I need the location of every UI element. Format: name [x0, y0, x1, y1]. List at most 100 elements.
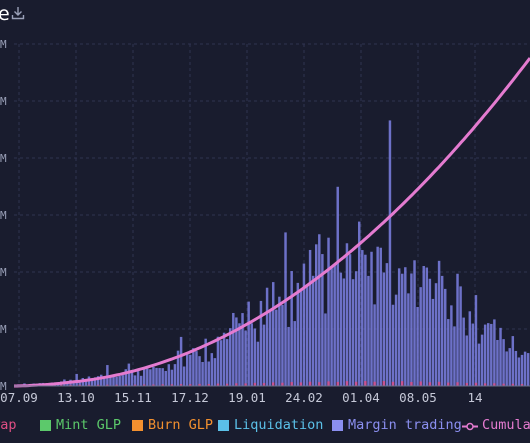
x-tick-label: 24.02: [285, 390, 323, 405]
bar-margin-trading: [161, 368, 164, 386]
bar-margin-trading: [127, 363, 131, 386]
legend-label: Mint GLP: [56, 417, 122, 433]
legend-swatch: [332, 419, 343, 431]
bar-margin-trading: [152, 366, 155, 386]
bar-margin-trading: [281, 304, 284, 386]
bar-margin-trading: [259, 300, 263, 386]
bar-margin-trading: [256, 341, 260, 386]
bar-margin-trading: [480, 334, 484, 386]
bar-margin-trading: [465, 335, 468, 386]
x-tick-label: 07.09: [0, 390, 38, 405]
legend-swatch: [132, 419, 143, 431]
bar-margin-trading: [173, 364, 177, 386]
legend-label: Swap: [0, 417, 17, 433]
bar-margin-trading: [367, 275, 370, 386]
bar-margin-trading: [265, 287, 269, 386]
bar-margin-trading: [109, 375, 112, 386]
bar-margin-trading: [133, 375, 137, 386]
bar-margin-trading: [75, 373, 78, 386]
bar-margin-trading: [176, 350, 180, 386]
y-tick-label: M: [0, 266, 7, 279]
legend-item[interactable]: Liquidation: [218, 417, 323, 433]
bar-swap: [216, 383, 220, 386]
bar-margin-trading: [450, 305, 453, 386]
bar-swap: [345, 381, 349, 386]
bar-margin-trading: [376, 246, 379, 386]
bar-margin-trading: [93, 377, 97, 386]
bar-swap: [336, 381, 339, 386]
chart-title-fragment: e: [0, 3, 10, 25]
bar-swap: [60, 384, 63, 386]
bar-margin-trading: [207, 361, 210, 386]
bar-swap: [235, 383, 238, 386]
bar-swap: [364, 381, 367, 386]
legend-item[interactable]: Cumula: [462, 417, 530, 433]
bar-margin-trading: [250, 323, 253, 386]
bar-margin-trading: [397, 268, 401, 386]
bar-margin-trading: [431, 298, 435, 386]
bar-swap: [401, 381, 404, 386]
bar-margin-trading: [268, 309, 272, 386]
bar-margin-trading: [487, 323, 490, 386]
legend-label: Burn GLP: [148, 417, 214, 433]
bar-margin-trading: [440, 275, 444, 386]
bar-margin-trading: [437, 260, 441, 386]
legend-item[interactable]: Margin trading: [332, 417, 462, 433]
bar-margin-trading: [232, 312, 235, 386]
x-tick-label: 14: [467, 390, 482, 405]
bar-margin-trading: [526, 353, 530, 386]
x-tick-label: 17.12: [171, 390, 209, 405]
bar-swap: [225, 383, 229, 386]
y-tick-label: M: [0, 323, 7, 336]
download-icon[interactable]: [11, 6, 25, 20]
bar-margin-trading: [520, 354, 524, 386]
legend-label: Margin trading: [348, 417, 462, 433]
bar-margin-trading: [308, 249, 312, 386]
chart-header: e: [0, 0, 530, 30]
bar-margin-trading: [388, 120, 392, 387]
bar-swap: [456, 382, 459, 386]
bar-margin-trading: [385, 263, 389, 386]
bar-margin-trading: [244, 330, 247, 386]
bar-margin-trading: [96, 376, 100, 386]
bar-margin-trading: [514, 350, 518, 386]
bar-margin-trading: [394, 294, 398, 386]
bar-margin-trading: [364, 254, 367, 386]
bar-margin-trading: [130, 371, 134, 386]
bar-margin-trading: [143, 368, 146, 386]
bar-swap: [437, 381, 441, 386]
bar-swap: [281, 382, 284, 386]
legend-item[interactable]: Mint GLP: [40, 417, 121, 433]
bar-swap: [391, 381, 395, 386]
bar-swap: [198, 383, 201, 386]
bar-margin-trading: [382, 272, 386, 386]
bar-margin-trading: [189, 354, 192, 386]
bar-margin-trading: [391, 304, 395, 386]
bar-swap: [152, 384, 155, 386]
bar-margin-trading: [210, 353, 214, 386]
bar-margin-trading: [330, 267, 333, 386]
bar-swap: [419, 381, 422, 386]
y-tick-label: M: [0, 152, 7, 165]
x-tick-label: 15.11: [114, 390, 152, 405]
bar-margin-trading: [456, 273, 459, 386]
bar-margin-trading: [275, 309, 278, 386]
bar-swap: [483, 383, 487, 386]
legend-item[interactable]: Burn GLP: [132, 417, 213, 433]
bar-margin-trading: [496, 339, 499, 386]
bar-swap: [410, 381, 413, 386]
bar-margin-trading: [315, 244, 318, 386]
y-tick-label: M: [0, 380, 7, 393]
bar-margin-trading: [149, 369, 152, 386]
bar-margin-trading: [201, 362, 204, 386]
bar-margin-trading: [253, 328, 257, 386]
bar-margin-trading: [219, 340, 223, 386]
x-tick-label: 01.04: [342, 390, 380, 405]
bar-margin-trading: [410, 273, 413, 386]
bar-margin-trading: [222, 332, 226, 386]
bar-swap: [318, 382, 321, 386]
bar-margin-trading: [477, 343, 481, 386]
legend-item[interactable]: Swap: [0, 417, 17, 433]
bar-margin-trading: [428, 278, 432, 386]
legend-swatch: [40, 419, 51, 431]
